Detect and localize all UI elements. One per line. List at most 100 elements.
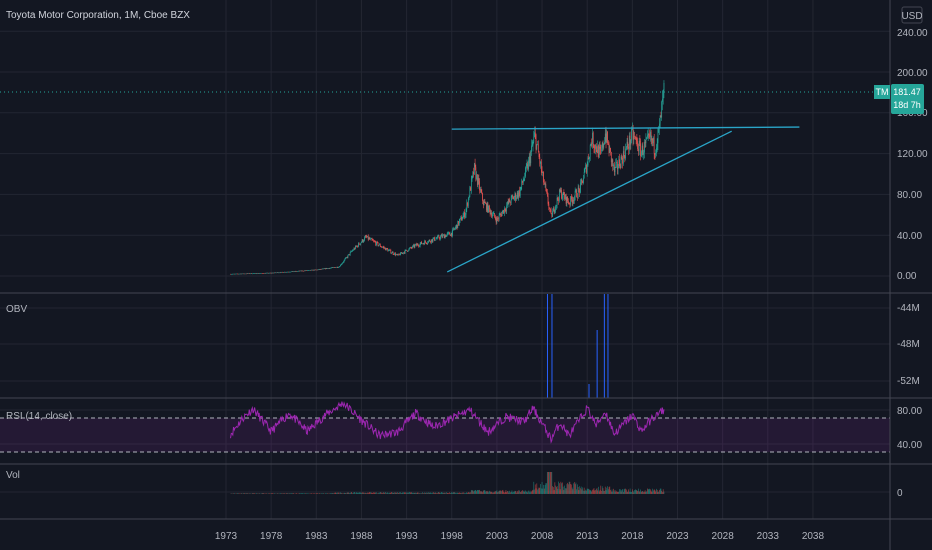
volume-bar <box>393 492 395 494</box>
volume-bar <box>401 492 403 494</box>
candle-body <box>503 210 505 214</box>
volume-bar <box>513 491 514 494</box>
volume-bar <box>461 492 463 494</box>
volume-bar <box>233 493 234 494</box>
candle-body <box>394 253 395 255</box>
candle-body <box>541 170 543 173</box>
candle-body <box>476 174 477 180</box>
volume-bar <box>461 492 462 494</box>
volume-bar <box>413 492 414 494</box>
candle-body <box>435 238 437 241</box>
candle-body <box>323 268 325 270</box>
trendlines[interactable] <box>446 126 800 273</box>
volume-bar <box>544 484 546 494</box>
candle-body <box>376 241 377 246</box>
volume-bar <box>476 490 478 494</box>
volume-bar <box>446 492 447 494</box>
volume-bar <box>576 489 578 494</box>
volume-bar <box>377 493 379 494</box>
candle-body <box>523 179 525 182</box>
candle-body <box>279 272 281 274</box>
candle-body <box>498 215 500 219</box>
candle-body <box>546 191 548 196</box>
candle-body <box>609 148 611 153</box>
volume-bar <box>434 492 436 494</box>
candle-body <box>236 273 237 275</box>
candle-body <box>329 268 331 269</box>
volume-bar <box>437 493 438 494</box>
candle-body <box>624 156 626 159</box>
volume-bar <box>381 493 383 494</box>
candle-body <box>381 246 383 248</box>
volume-bar <box>552 487 554 494</box>
volume-bar <box>478 490 480 494</box>
candle-body <box>309 270 311 271</box>
volume-bar <box>346 493 347 494</box>
candle-body <box>627 141 629 148</box>
volume-bar <box>468 492 470 494</box>
currency-button[interactable] <box>901 6 923 24</box>
chart-title: Toyota Motor Corporation, 1M, Cboe BZX <box>6 10 190 21</box>
volume-bar <box>306 493 307 494</box>
obv-pane-title: OBV <box>6 304 27 315</box>
candle-body <box>249 273 251 275</box>
candle-body <box>479 189 481 191</box>
volume-bar <box>435 492 437 494</box>
volume-bar <box>593 488 595 494</box>
candle-body <box>530 151 532 164</box>
candle-body <box>387 249 389 252</box>
volume-bar <box>586 490 587 494</box>
volume-bar <box>397 492 398 494</box>
candle-body <box>431 239 432 243</box>
candle-body <box>588 157 590 159</box>
candle-body <box>470 178 472 191</box>
volume-bar <box>558 481 559 494</box>
volume-bar <box>577 486 579 494</box>
candle-body <box>364 237 365 241</box>
volume-bar <box>621 489 623 494</box>
candle-body <box>300 270 301 272</box>
volume-bar <box>519 491 521 494</box>
candle-body <box>453 228 455 230</box>
candle-body <box>531 145 533 146</box>
volume-bar <box>382 492 384 494</box>
volume-bar <box>559 483 560 494</box>
candle-body <box>306 270 308 272</box>
volume-bar <box>376 492 377 494</box>
volume-bar <box>388 493 389 494</box>
volume-bar <box>619 489 620 494</box>
volume-bar <box>565 488 566 494</box>
candle-body <box>343 260 345 262</box>
volume-bar <box>528 490 529 494</box>
volume-bar <box>512 492 514 494</box>
volume-bar <box>344 493 346 494</box>
last-price-value: 181.47 <box>893 87 921 97</box>
volume-bar <box>607 486 608 494</box>
candle-body <box>336 266 337 268</box>
volume-bar <box>658 491 660 494</box>
volume-bar <box>479 489 480 494</box>
candle-body <box>377 242 379 246</box>
candle-body <box>486 203 488 211</box>
candle-body <box>575 190 577 192</box>
volume-bar <box>569 481 571 494</box>
time-axis[interactable]: 1973 1978 1983 1988 1993 1998 2003 2008 2013 2018… <box>215 531 825 542</box>
candle-body <box>288 271 290 273</box>
volume-bar <box>356 492 358 494</box>
candle-body <box>449 234 451 236</box>
candle-body <box>267 272 268 274</box>
candle-body <box>648 134 650 136</box>
volume-bar <box>252 493 254 494</box>
volume-bar <box>365 493 367 494</box>
volume-bar <box>448 493 450 494</box>
candle-body <box>411 247 413 249</box>
candle-body <box>653 137 654 144</box>
volume-bar <box>270 493 271 494</box>
candle-body <box>574 190 576 197</box>
candle-body <box>408 248 410 251</box>
volume-bar <box>475 489 477 494</box>
candle-body <box>261 273 263 274</box>
volume-bar <box>656 488 657 494</box>
time-tick: 1978 <box>260 531 283 542</box>
candle-body <box>616 161 618 170</box>
